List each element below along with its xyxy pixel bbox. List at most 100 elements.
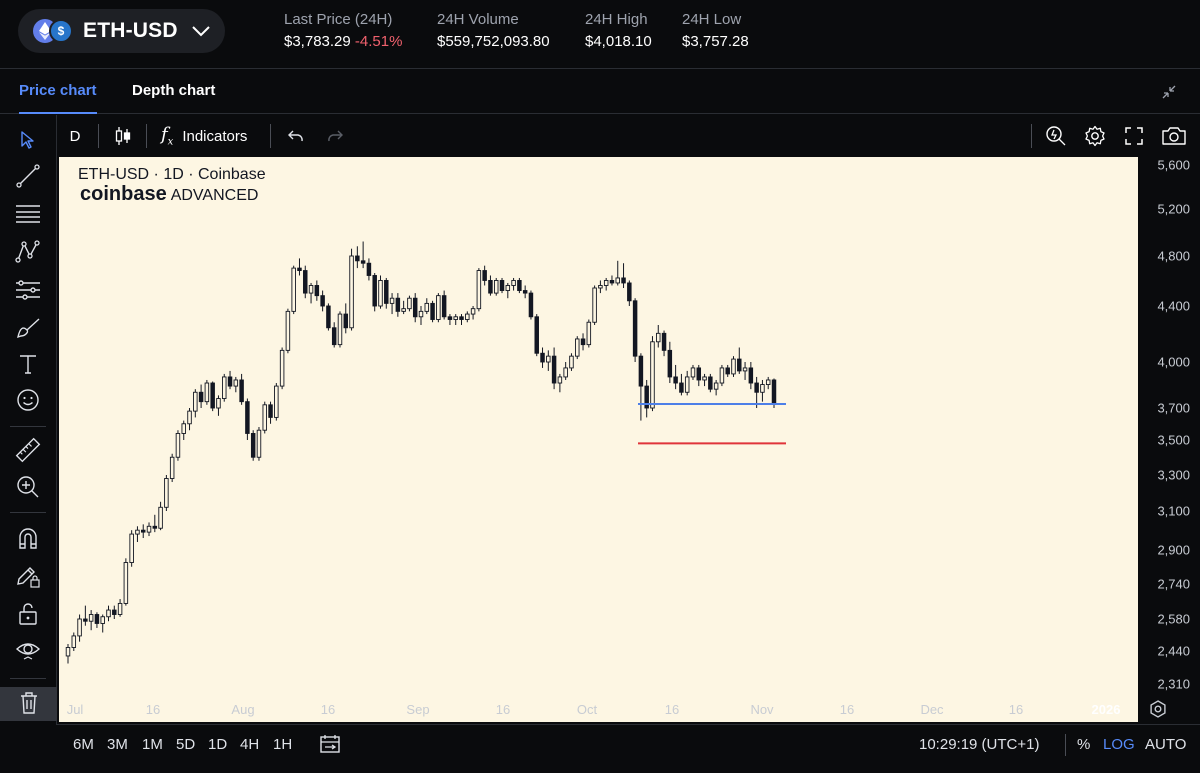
- range-button-3m[interactable]: 3M: [107, 736, 128, 753]
- candle: [702, 373, 707, 387]
- pair-selector-button[interactable]: $ ETH-USD: [18, 9, 225, 53]
- screenshot-button[interactable]: [1160, 123, 1188, 149]
- brush-tool[interactable]: [13, 313, 43, 343]
- magnet-tool[interactable]: [13, 523, 43, 553]
- candle: [71, 632, 77, 651]
- candle: [210, 381, 215, 412]
- range-button-1d[interactable]: 1D: [208, 736, 228, 753]
- candlestick-chart[interactable]: [59, 157, 1138, 722]
- percent-toggle[interactable]: %: [1077, 736, 1091, 753]
- candle: [256, 426, 262, 461]
- remove-drawings-tool[interactable]: [0, 687, 57, 721]
- date-range-button[interactable]: [319, 734, 341, 758]
- candle: [187, 408, 192, 431]
- range-button-6m[interactable]: 6M: [73, 736, 94, 753]
- candle: [586, 319, 592, 348]
- unlock-tool[interactable]: [13, 599, 43, 629]
- price-chart-area[interactable]: ETH-USD · 1D · Coinbase coinbase ADVANCED: [59, 157, 1138, 722]
- candle: [470, 306, 476, 320]
- time-tick-label: Dec: [920, 702, 944, 717]
- undo-button[interactable]: [286, 123, 306, 149]
- candle: [465, 311, 470, 323]
- price-tick-label: 4,000: [1157, 354, 1190, 370]
- quick-search-button[interactable]: [1044, 123, 1068, 149]
- gear-icon: [1085, 125, 1105, 147]
- smiley-icon: [17, 389, 39, 411]
- candle: [326, 303, 331, 331]
- text-tool[interactable]: [13, 349, 43, 379]
- candle: [140, 524, 146, 539]
- candle: [563, 362, 568, 380]
- candle: [175, 430, 181, 461]
- toolbar-divider: [1065, 734, 1066, 756]
- brand-suffix: ADVANCED: [170, 187, 259, 204]
- price-tick-label: 5,200: [1157, 201, 1190, 217]
- toolbar-divider: [10, 426, 46, 427]
- candle: [725, 364, 730, 377]
- candle: [117, 599, 123, 617]
- candle: [198, 384, 204, 408]
- settings-button[interactable]: [1083, 123, 1107, 149]
- cursor-tool[interactable]: [13, 125, 43, 155]
- price-tick-label: 2,900: [1157, 542, 1190, 558]
- candle: [250, 430, 256, 461]
- range-button-4h[interactable]: 4H: [240, 736, 260, 753]
- chart-tabs: Price chart Depth chart: [0, 68, 1200, 114]
- time-tick-label: Jul: [66, 702, 84, 717]
- collapse-icon[interactable]: [1162, 85, 1176, 99]
- stat-label: 24H Volume: [437, 11, 519, 28]
- candle: [395, 293, 401, 317]
- candle: [580, 333, 586, 351]
- candle: [77, 614, 82, 642]
- interval-selector[interactable]: D: [69, 127, 81, 145]
- time-tick-label: Nov: [750, 702, 774, 717]
- candle: [609, 275, 615, 286]
- candle: [482, 265, 487, 286]
- redo-button[interactable]: [325, 123, 345, 149]
- brush-icon: [17, 318, 40, 339]
- lock-drawing-tool[interactable]: [13, 561, 43, 591]
- chart-type-button[interactable]: [113, 123, 133, 149]
- usd-icon: $: [49, 19, 73, 43]
- trendline-tool[interactable]: [13, 161, 43, 191]
- visibility-tool[interactable]: [13, 635, 43, 665]
- range-button-5d[interactable]: 5D: [176, 736, 196, 753]
- stat-value: $559,752,093.80: [437, 33, 550, 50]
- candle: [621, 263, 626, 289]
- indicators-button[interactable]: fx Indicators: [161, 123, 263, 149]
- candle: [65, 643, 71, 664]
- pattern-tool[interactable]: [13, 237, 43, 267]
- horizontal-lines-icon: [16, 205, 40, 223]
- time-axis[interactable]: Jul 16 Aug 16 Sep 16 Oct 16 Nov 16 Dec 16 2026: [57, 697, 1138, 721]
- trash-icon: [20, 692, 37, 714]
- zoom-in-icon: [17, 476, 39, 498]
- tab-price-chart[interactable]: Price chart: [19, 69, 97, 114]
- price-tick-label: 2,580: [1157, 611, 1190, 627]
- fib-tool[interactable]: [13, 199, 43, 229]
- log-scale-toggle[interactable]: LOG: [1103, 736, 1135, 753]
- fullscreen-button[interactable]: [1122, 123, 1146, 149]
- candle: [378, 275, 383, 309]
- range-button-1h[interactable]: 1H: [273, 736, 293, 753]
- clock-timezone[interactable]: 10:29:19 (UTC+1): [919, 736, 1040, 753]
- range-button-1m[interactable]: 1M: [142, 736, 163, 753]
- candle: [511, 277, 516, 291]
- candle: [534, 314, 539, 357]
- candle: [372, 273, 377, 312]
- price-axis[interactable]: 5,600 5,200 4,800 4,400 4,000 3,700 3,500 3,300…: [1138, 157, 1200, 697]
- price-tick-label: 2,440: [1157, 643, 1190, 659]
- forecast-tool[interactable]: [13, 275, 43, 305]
- measure-tool[interactable]: [13, 435, 43, 465]
- forecast-icon: [16, 280, 40, 300]
- auto-scale-toggle[interactable]: AUTO: [1145, 736, 1187, 753]
- candle: [384, 277, 389, 309]
- emoji-tool[interactable]: [13, 385, 43, 415]
- candle: [667, 341, 673, 384]
- zoom-tool[interactable]: [13, 472, 43, 502]
- candle: [603, 277, 609, 291]
- candle: [112, 605, 117, 619]
- axis-settings-icon[interactable]: [1148, 699, 1168, 719]
- time-tick-label: 16: [1008, 702, 1024, 717]
- tab-depth-chart[interactable]: Depth chart: [132, 82, 216, 99]
- candle: [245, 398, 250, 440]
